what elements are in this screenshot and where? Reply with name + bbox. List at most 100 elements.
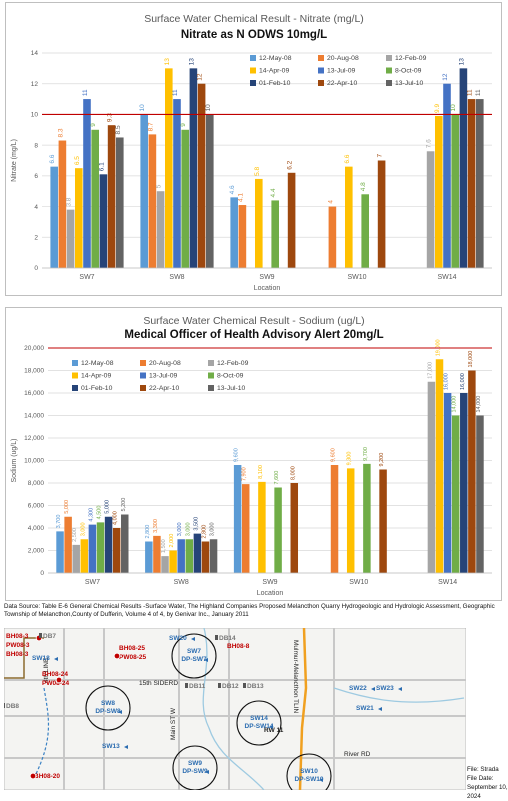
db-label: DB13: [247, 683, 264, 690]
bar: [345, 166, 353, 268]
highway: [298, 628, 308, 790]
bar: [330, 465, 339, 573]
station-marker: [118, 710, 122, 714]
nitrate-chart-panel: Surface Water Chemical Result - Nitrate …: [0, 0, 508, 300]
data-label: 3,000: [177, 522, 183, 536]
data-label: 10: [139, 104, 146, 112]
y-tick-label: 12: [31, 81, 39, 88]
legend-swatch: [250, 55, 256, 61]
road-label: Main ST W: [170, 707, 177, 740]
legend-swatch: [250, 80, 256, 86]
bar: [153, 535, 161, 573]
y-tick-label: 2,000: [28, 548, 45, 555]
stream: [333, 687, 465, 703]
legend-entry: 12-May-08: [259, 55, 292, 62]
file-name: File: Strada: [467, 766, 499, 773]
legend-swatch: [208, 360, 214, 366]
data-label: 5,000: [105, 500, 111, 514]
station-label: DP-SW9: [182, 768, 208, 775]
legend-entry: 8-Oct-09: [395, 68, 422, 75]
y-tick-label: 8,000: [28, 480, 45, 487]
db-label: DB8: [6, 703, 19, 710]
legend-swatch: [386, 55, 392, 61]
map-background: [4, 628, 466, 790]
data-label: 2,800: [145, 525, 151, 539]
bar: [140, 114, 148, 268]
stream-station-label: SW22: [349, 685, 367, 692]
legend-swatch: [318, 80, 324, 86]
bar: [66, 209, 75, 268]
y-tick-label: 14,000: [24, 413, 44, 420]
bar: [107, 125, 116, 268]
db-marker: [39, 633, 42, 638]
bar: [238, 205, 247, 268]
db-marker: [218, 683, 221, 688]
db-marker: [185, 683, 188, 688]
db-label: DB11: [189, 683, 206, 690]
y-tick-label: 14: [31, 50, 39, 57]
legend-entry: 13-Jul-09: [149, 373, 178, 380]
file-info: File: Strada File Date: September 10, 20…: [467, 765, 508, 801]
station-circle: [236, 700, 282, 746]
data-label: 13: [188, 58, 195, 66]
data-label: 9: [180, 123, 187, 127]
data-label: 2,800: [201, 525, 207, 539]
data-label: 8,000: [290, 466, 296, 480]
borehole-label: BH08-24: [42, 671, 68, 678]
bar: [99, 174, 108, 268]
data-label: 3,500: [193, 517, 199, 531]
data-label: 2,000: [169, 534, 175, 548]
data-label: 3,300: [153, 519, 159, 533]
bar: [459, 68, 468, 268]
borehole-marker: [29, 772, 37, 780]
bar: [161, 556, 169, 573]
data-label: 7,900: [242, 467, 248, 481]
borehole-label: PW08-25: [119, 654, 146, 661]
bar: [460, 393, 468, 573]
station-circle: [286, 753, 332, 790]
data-label: 9,700: [363, 447, 369, 461]
bar: [206, 114, 214, 268]
borehole-label: BH08-3: [6, 651, 29, 658]
y-tick-label: 18,000: [24, 368, 44, 375]
legend-entry: 13-Jul-09: [327, 68, 356, 75]
y-tick-label: 6: [34, 173, 38, 180]
legend-swatch: [72, 372, 78, 379]
bar: [50, 166, 58, 268]
data-label: 11: [82, 89, 89, 96]
file-date: File Date: September 10, 2024: [467, 775, 508, 800]
data-label: 5.8: [254, 167, 261, 176]
data-label: 9,600: [234, 448, 240, 462]
bar: [197, 83, 206, 268]
stream-station-label: SW13: [102, 743, 120, 750]
station-label: DP-SW8: [95, 708, 121, 715]
data-label: 13: [164, 58, 171, 66]
data-label: 6.6: [344, 154, 351, 163]
bar: [121, 514, 129, 573]
x-tick-label: SW9: [259, 274, 274, 281]
db-label: DB7: [43, 633, 56, 640]
data-source-note: Data Source: Table E-6 General Chemical …: [4, 603, 495, 618]
bar: [230, 197, 238, 268]
bar: [290, 483, 299, 573]
chart-title: Surface Water Chemical Result - Nitrate …: [144, 13, 364, 25]
boundary: [4, 637, 44, 679]
legend-swatch: [72, 385, 78, 391]
y-tick-label: 0: [40, 570, 44, 577]
legend-swatch: [386, 80, 392, 86]
bar: [379, 469, 387, 573]
db-marker: [4, 703, 5, 708]
y-tick-label: 16,000: [24, 390, 44, 397]
x-tick-label: SW10: [349, 579, 368, 586]
data-label: 13: [458, 58, 465, 66]
x-tick-label: SW14: [438, 579, 457, 586]
db-marker: [215, 635, 218, 640]
bar: [116, 137, 124, 268]
bar: [451, 415, 460, 573]
road-label: 4th LINE: [43, 657, 50, 683]
bar: [189, 68, 198, 268]
data-label: 3,000: [210, 522, 216, 536]
nitrate-chart: Surface Water Chemical Result - Nitrate …: [11, 13, 492, 292]
road-label: Mulmur-Melancthon TLIN: [292, 640, 299, 714]
station-label: DP-SW7: [181, 656, 207, 663]
